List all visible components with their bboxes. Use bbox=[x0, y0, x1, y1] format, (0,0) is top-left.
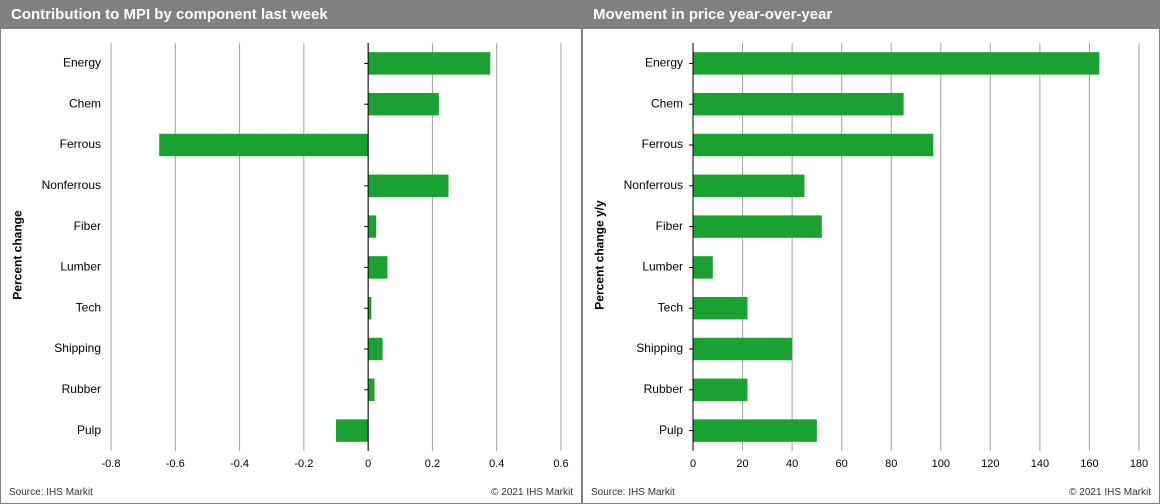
bar bbox=[693, 338, 792, 360]
svg-text:180: 180 bbox=[1130, 458, 1148, 470]
bar bbox=[693, 52, 1099, 74]
svg-text:Nonferrous: Nonferrous bbox=[624, 178, 683, 192]
svg-text:20: 20 bbox=[736, 458, 748, 470]
right-chart-panel: Movement in price year-over-year Percent… bbox=[582, 0, 1160, 504]
left-copyright-text: © 2021 IHS Markit bbox=[491, 487, 573, 498]
bar bbox=[368, 379, 374, 401]
svg-text:Pulp: Pulp bbox=[659, 423, 683, 437]
bar bbox=[368, 52, 490, 74]
svg-text:-0.4: -0.4 bbox=[230, 458, 249, 470]
bar bbox=[693, 297, 748, 319]
svg-text:60: 60 bbox=[836, 458, 848, 470]
svg-text:Ferrous: Ferrous bbox=[642, 137, 683, 151]
bar bbox=[693, 256, 713, 278]
svg-text:Chem: Chem bbox=[69, 96, 101, 110]
svg-text:80: 80 bbox=[885, 458, 897, 470]
bar bbox=[336, 419, 368, 441]
bar bbox=[159, 134, 368, 156]
svg-text:Ferrous: Ferrous bbox=[60, 137, 101, 151]
left-chart-area: Percent change -0.8-0.6-0.4-0.200.20.40.… bbox=[1, 29, 581, 481]
left-chart-title: Contribution to MPI by component last we… bbox=[1, 1, 581, 29]
bar bbox=[693, 215, 822, 237]
svg-text:Shipping: Shipping bbox=[54, 341, 101, 355]
left-chart-panel: Contribution to MPI by component last we… bbox=[0, 0, 582, 504]
svg-text:Tech: Tech bbox=[658, 300, 683, 314]
left-chart-svg: -0.8 -0.6 -0.4 -0.2 0 0.2 0.4 0.6 Energy Chem Ferr… bbox=[1, 29, 581, 481]
svg-text:120: 120 bbox=[981, 458, 999, 470]
svg-text:Lumber: Lumber bbox=[60, 260, 101, 274]
bar bbox=[368, 93, 439, 115]
bar bbox=[693, 379, 748, 401]
svg-text:-0.6: -0.6 bbox=[166, 458, 185, 470]
svg-text:Lumber: Lumber bbox=[642, 260, 683, 274]
svg-text:40: 40 bbox=[786, 458, 798, 470]
right-source-text: Source: IHS Markit bbox=[591, 487, 675, 498]
svg-text:Energy: Energy bbox=[645, 56, 683, 70]
left-footer: Source: IHS Markit © 2021 IHS Markit bbox=[1, 481, 581, 503]
bar bbox=[693, 175, 805, 197]
right-chart-title: Movement in price year-over-year bbox=[583, 1, 1159, 29]
svg-text:Energy: Energy bbox=[63, 56, 101, 70]
bar bbox=[368, 256, 387, 278]
svg-text:Pulp: Pulp bbox=[77, 423, 101, 437]
svg-text:Shipping: Shipping bbox=[636, 341, 683, 355]
svg-text:Nonferrous: Nonferrous bbox=[42, 178, 101, 192]
bar bbox=[368, 338, 382, 360]
svg-text:Rubber: Rubber bbox=[644, 382, 683, 396]
svg-text:100: 100 bbox=[932, 458, 950, 470]
svg-text:140: 140 bbox=[1031, 458, 1049, 470]
right-footer: Source: IHS Markit © 2021 IHS Markit bbox=[583, 481, 1159, 503]
svg-text:Chem: Chem bbox=[651, 96, 683, 110]
svg-text:160: 160 bbox=[1080, 458, 1098, 470]
svg-text:-0.8: -0.8 bbox=[102, 458, 121, 470]
svg-text:Rubber: Rubber bbox=[62, 382, 101, 396]
right-chart-area: Percent change y/y 020406080100120140160… bbox=[583, 29, 1159, 481]
bar bbox=[693, 93, 904, 115]
right-copyright-text: © 2021 IHS Markit bbox=[1069, 487, 1151, 498]
svg-text:-0.2: -0.2 bbox=[294, 458, 313, 470]
svg-text:0: 0 bbox=[690, 458, 696, 470]
svg-text:Fiber: Fiber bbox=[74, 219, 101, 233]
bar bbox=[368, 175, 448, 197]
svg-text:Fiber: Fiber bbox=[656, 219, 683, 233]
bar bbox=[368, 215, 376, 237]
bar bbox=[693, 134, 933, 156]
bar bbox=[693, 419, 817, 441]
svg-text:Tech: Tech bbox=[76, 300, 101, 314]
svg-text:0.2: 0.2 bbox=[425, 458, 440, 470]
left-source-text: Source: IHS Markit bbox=[9, 487, 93, 498]
svg-text:0.6: 0.6 bbox=[553, 458, 568, 470]
svg-text:0.4: 0.4 bbox=[489, 458, 504, 470]
right-chart-svg: 0 20 40 60 80 100 120 140 160 180 Energy Chem Ferrou… bbox=[583, 29, 1159, 481]
svg-text:0: 0 bbox=[365, 458, 371, 470]
